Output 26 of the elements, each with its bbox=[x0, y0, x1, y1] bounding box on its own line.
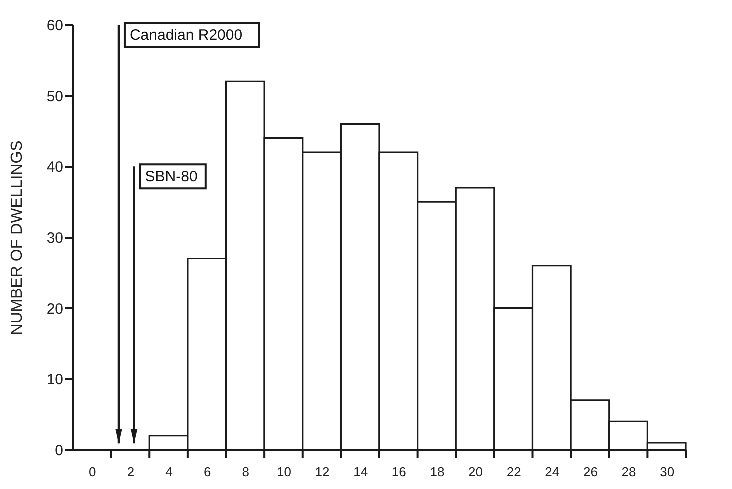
x-tick-label: 18 bbox=[430, 464, 445, 480]
y-tick-label: 30 bbox=[46, 230, 64, 247]
x-tick-label: 26 bbox=[583, 464, 598, 480]
y-tick-label: 50 bbox=[46, 88, 64, 106]
x-tick-label: 8 bbox=[242, 464, 250, 480]
x-tick-label: 2 bbox=[127, 464, 135, 480]
x-tick-label: 22 bbox=[506, 464, 522, 480]
x-tick-label: 10 bbox=[276, 464, 292, 480]
ref-line-label: SBN-80 bbox=[145, 168, 198, 186]
y-tick-label: 60 bbox=[46, 18, 64, 34]
x-tick-label: 12 bbox=[315, 464, 330, 480]
y-tick-label: 10 bbox=[46, 372, 64, 389]
x-tick-label: 30 bbox=[660, 464, 675, 480]
x-tick-label: 4 bbox=[166, 464, 173, 480]
x-tick-label: 0 bbox=[89, 464, 96, 480]
x-tick-label: 24 bbox=[545, 464, 560, 480]
y-axis-title: NUMBER OF DWELLINGS bbox=[8, 140, 26, 336]
ref-line-label: Canadian R2000 bbox=[130, 27, 243, 44]
x-tick-label: 14 bbox=[354, 464, 368, 480]
y-tick-label: 0 bbox=[55, 442, 64, 460]
x-tick-label: 28 bbox=[622, 464, 636, 480]
x-tick-label: 6 bbox=[204, 464, 212, 480]
y-tick-label: 40 bbox=[46, 159, 64, 176]
y-tick-label: 20 bbox=[46, 300, 64, 318]
x-tick-label: 20 bbox=[468, 464, 484, 480]
x-tick-label: 16 bbox=[392, 464, 406, 480]
